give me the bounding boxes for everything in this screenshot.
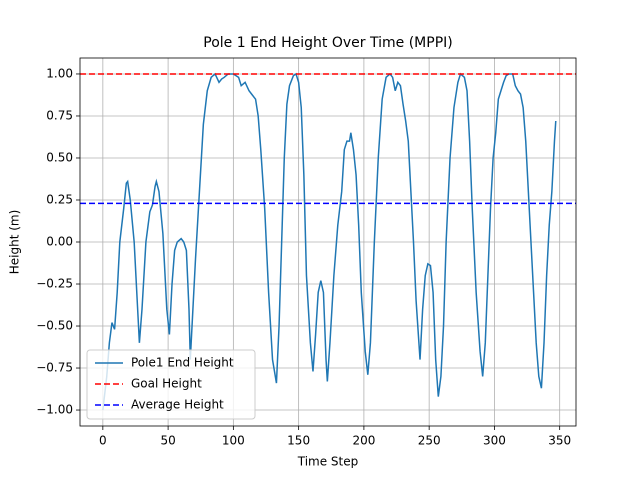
x-tick-label: 50 (160, 434, 175, 448)
axes-frame (79, 57, 577, 427)
y-tick-label: −0.50 (36, 319, 73, 333)
y-tick-label: 1.00 (46, 66, 73, 80)
legend-box (86, 349, 256, 420)
x-tick-label: 300 (483, 434, 506, 448)
x-tick-label: 150 (287, 434, 310, 448)
y-tick-label: 0.00 (46, 235, 73, 249)
x-tick-label: 250 (418, 434, 441, 448)
y-tick-label: 0.75 (46, 108, 73, 122)
chart-title: Pole 1 End Height Over Time (MPPI) (203, 35, 452, 51)
legend-label: Goal Height (131, 377, 202, 391)
y-axis-label: Height (m) (8, 210, 22, 275)
y-tick-label: 0.25 (46, 192, 73, 206)
legend-label: Average Height (131, 398, 224, 412)
y-tick-label: −0.25 (36, 277, 73, 291)
x-tick-label: 350 (548, 434, 571, 448)
y-tick-label: 0.50 (46, 150, 73, 164)
x-tick-label: 100 (222, 434, 245, 448)
x-tick-label: 0 (99, 434, 107, 448)
legend-label: Pole1 End Height (131, 356, 234, 370)
y-tick-label: −0.75 (36, 361, 73, 375)
x-tick-label: 200 (352, 434, 375, 448)
x-axis-label: Time Step (297, 455, 359, 469)
data-line (102, 72, 557, 411)
y-tick-label: −1.00 (36, 403, 73, 417)
